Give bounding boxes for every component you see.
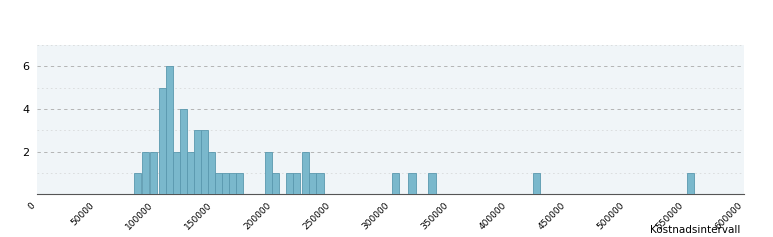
Bar — [686, 173, 693, 194]
Bar — [142, 152, 149, 194]
Bar — [150, 152, 158, 194]
Bar — [428, 173, 435, 194]
Text: Antall episoder per kostnadsintervall (Logaritmisk skala): Antall episoder per kostnadsintervall (L… — [5, 14, 406, 27]
Bar — [237, 173, 243, 194]
Bar — [222, 173, 230, 194]
Bar — [180, 109, 187, 194]
Bar — [271, 173, 279, 194]
Bar — [293, 173, 300, 194]
Bar — [264, 152, 271, 194]
Bar — [165, 66, 172, 194]
Bar — [309, 173, 316, 194]
Bar — [194, 130, 201, 194]
Bar — [230, 173, 237, 194]
Bar — [172, 152, 180, 194]
Bar — [533, 173, 540, 194]
Bar — [392, 173, 399, 194]
Bar — [158, 88, 165, 194]
Text: Kostnadsintervall: Kostnadsintervall — [650, 225, 741, 235]
Bar — [316, 173, 324, 194]
Bar — [302, 152, 309, 194]
Bar — [208, 152, 215, 194]
Bar — [201, 130, 208, 194]
Bar — [286, 173, 293, 194]
Bar — [408, 173, 416, 194]
Bar — [134, 173, 141, 194]
Bar — [187, 152, 194, 194]
Bar — [215, 173, 222, 194]
